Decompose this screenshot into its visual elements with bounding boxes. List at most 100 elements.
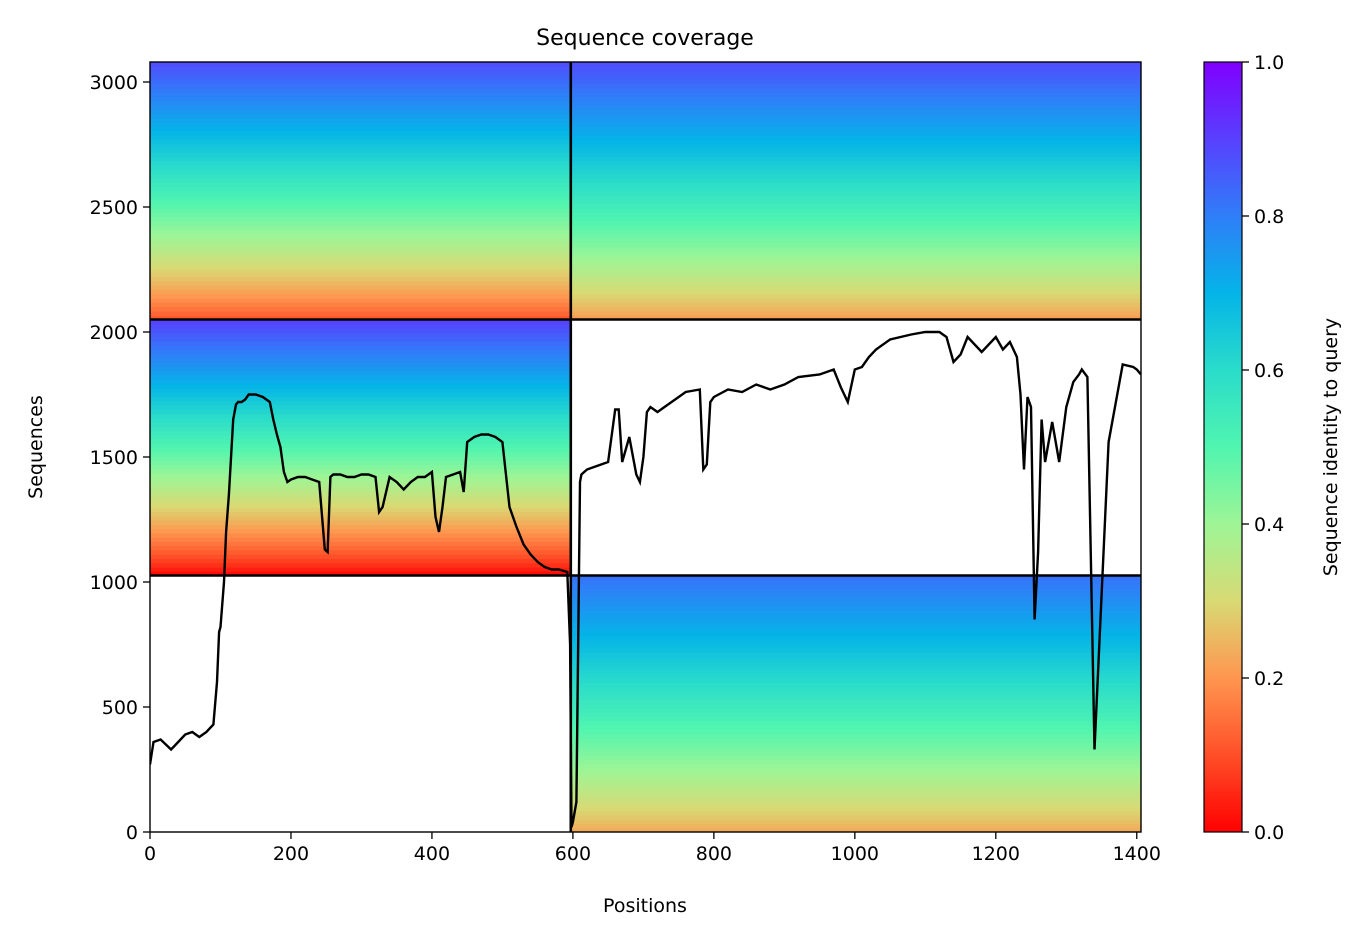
heatmap-cell (150, 409, 571, 414)
heatmap-cell (150, 541, 571, 547)
heatmap-cell (570, 87, 1141, 93)
heatmap-cell (150, 532, 571, 538)
heatmap-cell (570, 789, 1141, 795)
heatmap-cell (150, 237, 571, 243)
heatmap-cell (150, 451, 571, 457)
heatmap-cell (570, 143, 1141, 149)
heatmap-cell (150, 246, 571, 252)
heatmap-cell (570, 117, 1141, 123)
heatmap-cell (570, 177, 1141, 183)
heatmap-cell (150, 302, 571, 308)
heatmap-cell (570, 767, 1141, 773)
heatmap-cell (570, 720, 1141, 726)
heatmap-cell (570, 310, 1141, 316)
heatmap-cell (570, 70, 1141, 76)
coverage-line (150, 330, 1141, 828)
heatmap-cell (150, 280, 571, 286)
heatmap-cell (570, 669, 1141, 675)
heatmap-cell (570, 819, 1141, 825)
heatmap-cell (150, 417, 571, 423)
heatmap-cell (570, 126, 1141, 132)
y-axis: 0 500 1000 1500 2000 2500 3000 (90, 72, 150, 844)
heatmap-cell (150, 177, 571, 183)
plot-frame (149, 61, 1142, 833)
heatmap-cell (150, 370, 571, 376)
heatmap-cell (570, 609, 1141, 615)
heatmap-cell (570, 173, 1141, 179)
heatmap-cell (570, 255, 1141, 261)
heatmap-cell (150, 195, 571, 200)
heatmap-cell (150, 494, 571, 500)
heatmap-cell (150, 255, 571, 261)
heatmap-cell (150, 190, 571, 196)
heatmap-cell (570, 285, 1141, 291)
heatmap-cell (150, 374, 571, 380)
heatmap-cell (150, 250, 571, 256)
heatmap-cell (150, 156, 571, 162)
heatmap-cell (570, 605, 1141, 611)
heatmap-cell (150, 242, 571, 248)
heatmap-cell (150, 511, 571, 517)
heatmap-cell (150, 490, 571, 496)
heatmap-cell (150, 545, 571, 551)
heatmap-cell (150, 225, 571, 230)
heatmap-cell (570, 648, 1141, 654)
y-tick-label: 1000 (90, 572, 138, 594)
heatmap-cell (570, 699, 1141, 705)
heatmap-cell (150, 263, 571, 269)
x-axis-label: Positions (603, 895, 687, 917)
heatmap-cell (570, 156, 1141, 162)
colorbar-ticks: 0.0 0.2 0.4 0.6 0.8 1.0 (1242, 52, 1284, 844)
heatmap-cell (150, 413, 571, 419)
heatmap-cell (150, 83, 571, 89)
heatmap-cell (570, 190, 1141, 196)
heatmap-cell (570, 712, 1141, 718)
heatmap-cell (570, 780, 1141, 786)
heatmap-cell (570, 220, 1141, 226)
heatmap-cell (570, 233, 1141, 239)
heatmap-cell (570, 678, 1141, 683)
heatmap-cell (150, 117, 571, 123)
heatmap-cell (150, 285, 571, 291)
heatmap-cell (570, 263, 1141, 269)
heatmap-cell (570, 703, 1141, 709)
heatmap-cell (570, 596, 1141, 602)
heatmap-cell (150, 310, 571, 316)
heatmap-cell (570, 716, 1141, 722)
heatmap-cell (150, 169, 571, 175)
heatmap-cell (570, 298, 1141, 303)
heatmap-cell (150, 515, 571, 521)
heatmap-cell (150, 340, 571, 346)
heatmap-cell (570, 83, 1141, 89)
heatmap-block (150, 62, 571, 321)
colorbar (1203, 61, 1243, 833)
heatmap-cell (150, 109, 571, 115)
heatmap-cell (570, 755, 1141, 760)
heatmap-cell (570, 272, 1141, 278)
heatmap-cell (570, 682, 1141, 688)
heatmap-cell (570, 100, 1141, 106)
heatmap-cell (150, 430, 571, 436)
heatmap-cell (570, 665, 1141, 671)
heatmap-cell (150, 345, 571, 350)
heatmap-cell (570, 733, 1141, 739)
heatmap-cell (570, 315, 1141, 321)
heatmap-cell (150, 203, 571, 209)
heatmap-cell (570, 708, 1141, 713)
heatmap-cell (150, 349, 571, 355)
heatmap-cell (150, 229, 571, 235)
heatmap-cell (150, 306, 571, 312)
heatmap-cell (570, 776, 1141, 782)
heatmap-cell (570, 302, 1141, 308)
heatmap-cell (570, 622, 1141, 628)
y-tick-label: 2000 (90, 322, 138, 344)
heatmap-cell (150, 477, 571, 483)
heatmap-cell (150, 92, 571, 97)
heatmap-cell (150, 520, 571, 525)
heatmap-cell (570, 686, 1141, 692)
heatmap-cell (570, 165, 1141, 170)
heatmap-cell (570, 579, 1141, 585)
heatmap-cell (150, 126, 571, 132)
heatmap-cell (150, 182, 571, 188)
heatmap-cell (150, 186, 571, 192)
